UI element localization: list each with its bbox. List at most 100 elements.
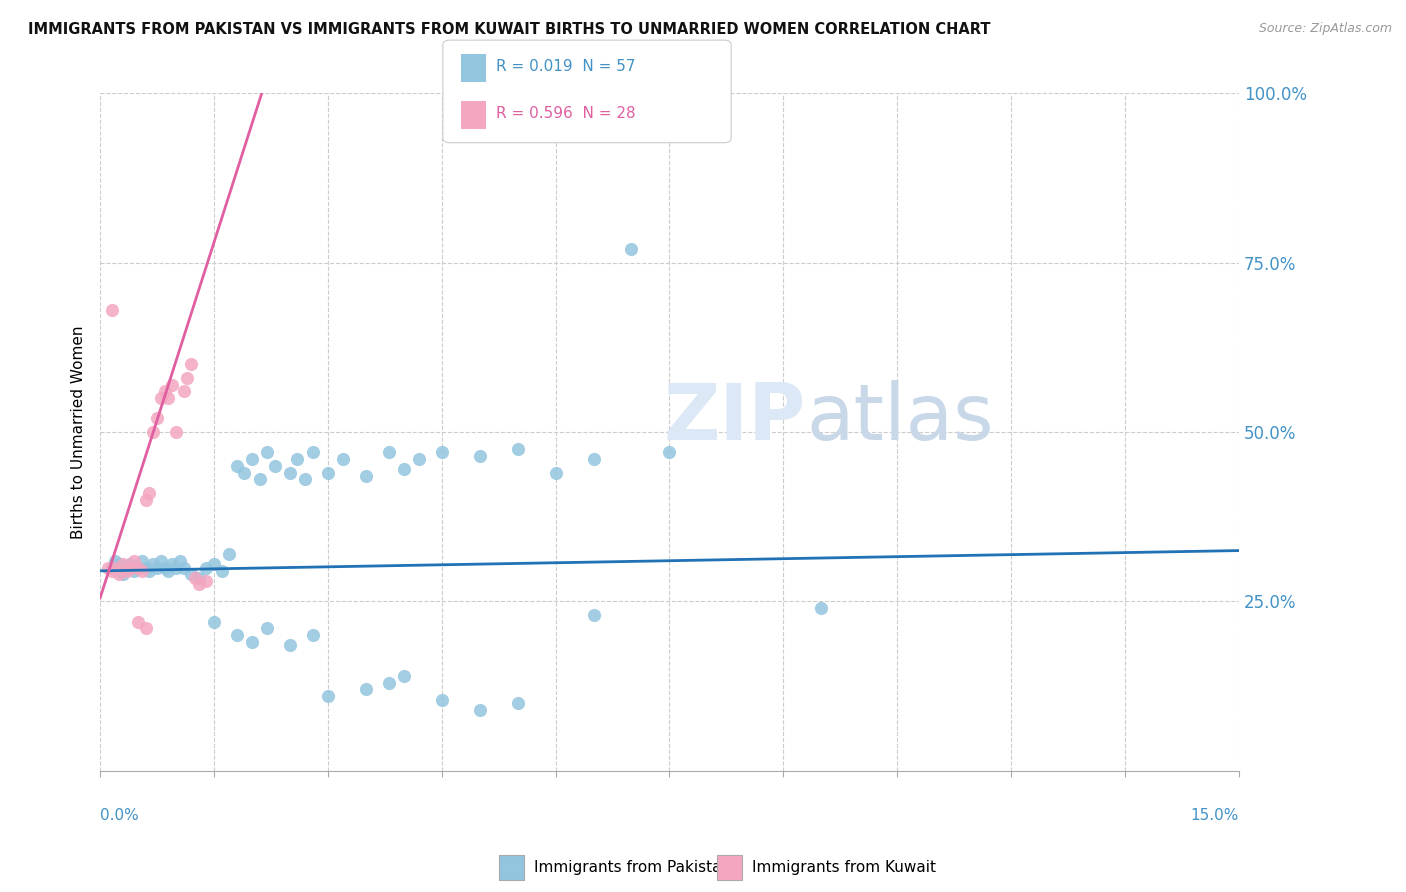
- Point: [120, 560, 142, 574]
- Point: [468, 449, 491, 463]
- Point: [124, 554, 146, 568]
- Point: [278, 466, 301, 480]
- Point: [149, 391, 172, 405]
- Text: 15.0%: 15.0%: [1191, 808, 1239, 823]
- Text: Immigrants from Kuwait: Immigrants from Kuwait: [752, 860, 936, 874]
- Point: [100, 303, 122, 318]
- Point: [138, 486, 160, 500]
- Point: [294, 472, 316, 486]
- Point: [153, 560, 176, 574]
- Point: [165, 425, 187, 439]
- Point: [173, 560, 195, 574]
- Point: [354, 682, 377, 697]
- Point: [104, 560, 127, 574]
- Point: [135, 560, 157, 574]
- Point: [146, 411, 169, 425]
- Point: [225, 458, 247, 473]
- Point: [287, 452, 309, 467]
- Point: [157, 564, 180, 578]
- Point: [127, 615, 149, 629]
- Point: [100, 560, 122, 574]
- Point: [430, 692, 453, 706]
- Point: [180, 357, 202, 371]
- Point: [301, 628, 323, 642]
- Point: [506, 696, 529, 710]
- Text: 0.0%: 0.0%: [100, 808, 139, 823]
- Point: [153, 384, 176, 399]
- Point: [97, 560, 120, 574]
- Point: [187, 577, 209, 591]
- Point: [256, 445, 278, 459]
- Point: [115, 564, 138, 578]
- Point: [195, 560, 218, 574]
- Text: R = 0.019  N = 57: R = 0.019 N = 57: [496, 59, 636, 74]
- Point: [165, 560, 187, 574]
- Point: [225, 628, 247, 642]
- Point: [195, 574, 218, 588]
- Point: [392, 462, 415, 476]
- Point: [218, 547, 240, 561]
- Point: [176, 371, 198, 385]
- Point: [100, 564, 122, 578]
- Point: [658, 445, 681, 459]
- Point: [354, 469, 377, 483]
- Point: [173, 384, 195, 399]
- Text: Immigrants from Pakistan: Immigrants from Pakistan: [534, 860, 731, 874]
- Point: [142, 557, 165, 571]
- Point: [108, 567, 131, 582]
- Text: Source: ZipAtlas.com: Source: ZipAtlas.com: [1258, 22, 1392, 36]
- Point: [332, 452, 354, 467]
- Point: [377, 675, 399, 690]
- Point: [131, 554, 153, 568]
- Point: [544, 466, 567, 480]
- Point: [127, 560, 149, 574]
- Point: [111, 557, 134, 571]
- Point: [256, 622, 278, 636]
- Point: [131, 564, 153, 578]
- Point: [377, 445, 399, 459]
- Point: [408, 452, 430, 467]
- Point: [249, 472, 271, 486]
- Y-axis label: Births to Unmarried Women: Births to Unmarried Women: [72, 326, 86, 539]
- Point: [157, 391, 180, 405]
- Point: [392, 669, 415, 683]
- Point: [120, 557, 142, 571]
- Point: [184, 571, 207, 585]
- Point: [263, 458, 285, 473]
- Point: [582, 607, 605, 622]
- Point: [240, 635, 263, 649]
- Text: R = 0.596  N = 28: R = 0.596 N = 28: [496, 105, 636, 120]
- Point: [187, 571, 209, 585]
- Point: [138, 564, 160, 578]
- Point: [430, 445, 453, 459]
- Point: [162, 377, 184, 392]
- Point: [582, 452, 605, 467]
- Point: [620, 242, 643, 256]
- Point: [202, 557, 225, 571]
- Point: [104, 554, 127, 568]
- Point: [233, 466, 256, 480]
- Point: [135, 492, 157, 507]
- Point: [169, 554, 191, 568]
- Point: [149, 554, 172, 568]
- Point: [301, 445, 323, 459]
- Point: [146, 560, 169, 574]
- Point: [127, 560, 149, 574]
- Point: [240, 452, 263, 467]
- Text: ZIP: ZIP: [664, 381, 806, 457]
- Text: IMMIGRANTS FROM PAKISTAN VS IMMIGRANTS FROM KUWAIT BIRTHS TO UNMARRIED WOMEN COR: IMMIGRANTS FROM PAKISTAN VS IMMIGRANTS F…: [28, 22, 991, 37]
- Point: [115, 560, 138, 574]
- Point: [111, 567, 134, 582]
- Point: [180, 567, 202, 582]
- Point: [142, 425, 165, 439]
- Text: atlas: atlas: [806, 381, 994, 457]
- Point: [278, 639, 301, 653]
- Point: [162, 557, 184, 571]
- Point: [316, 689, 339, 703]
- Point: [810, 601, 832, 615]
- Point: [202, 615, 225, 629]
- Point: [506, 442, 529, 456]
- Point: [135, 622, 157, 636]
- Point: [124, 564, 146, 578]
- Point: [211, 564, 233, 578]
